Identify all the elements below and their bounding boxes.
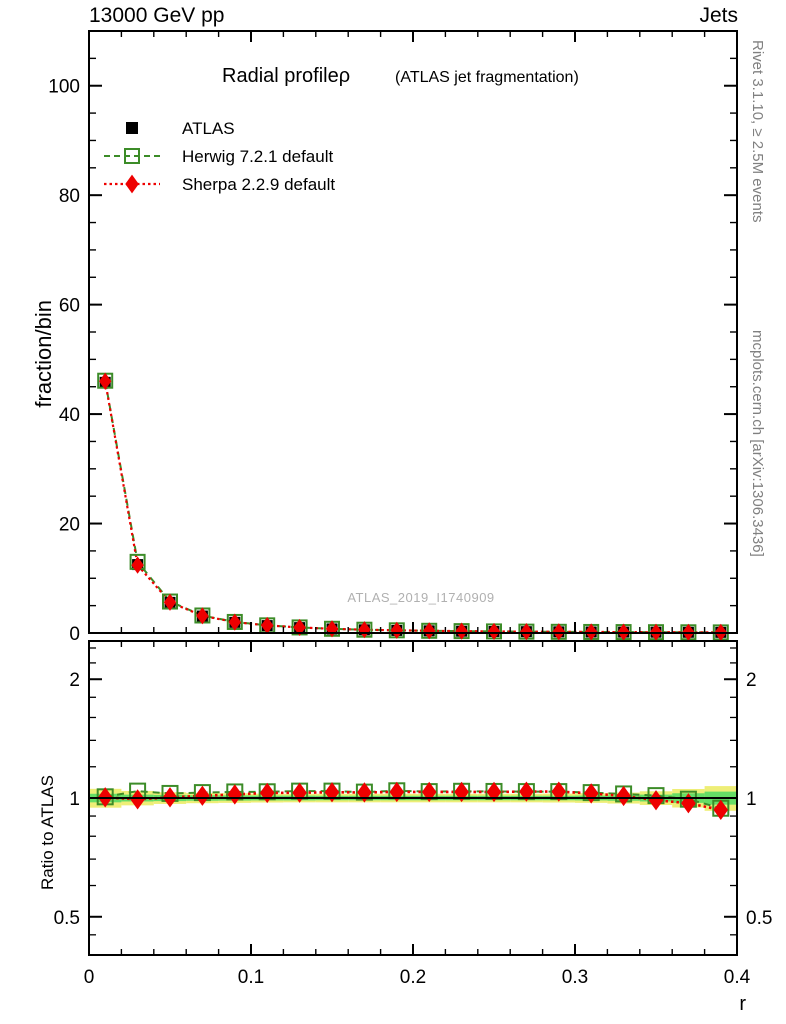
- svg-text:0.3: 0.3: [562, 967, 588, 988]
- plot-title: Radial profileρ: [222, 65, 350, 87]
- svg-text:0.1: 0.1: [238, 967, 264, 988]
- main-panel-markers: [97, 372, 729, 641]
- header-beam-energy: 13000 GeV pp: [89, 4, 225, 27]
- plot-subtitle: (ATLAS jet fragmentation): [395, 69, 579, 86]
- legend-label: Sherpa 2.2.9 default: [182, 175, 335, 194]
- ratio-panel-frame: 0.5 0.5 1 1 2 2: [54, 640, 772, 956]
- x-axis-label: r: [739, 993, 746, 1015]
- svg-text:1: 1: [69, 789, 80, 810]
- legend: ATLAS Herwig 7.2.1 default Sherpa 2.2.9 de…: [104, 119, 335, 194]
- ratio-panel-tick-labels: 0 0.1 0.2 0.3 0.4: [84, 967, 751, 988]
- svg-text:80: 80: [59, 186, 80, 207]
- header-analysis-category: Jets: [699, 4, 738, 27]
- legend-label: Herwig 7.2.1 default: [182, 147, 333, 166]
- svg-text:100: 100: [48, 77, 80, 98]
- svg-text:1: 1: [746, 789, 757, 810]
- svg-text:2: 2: [69, 670, 80, 691]
- analysis-id-watermark: ATLAS_2019_I1740909: [347, 590, 494, 605]
- main-panel-frame: 0 20 40 60 80 100: [48, 30, 738, 645]
- legend-label: ATLAS: [182, 119, 235, 138]
- legend-entry: Sherpa 2.2.9 default: [104, 174, 335, 194]
- legend-entry: Herwig 7.2.1 default: [104, 147, 333, 166]
- svg-text:20: 20: [59, 515, 80, 536]
- svg-text:0.2: 0.2: [400, 967, 426, 988]
- legend-entry: ATLAS: [126, 119, 235, 138]
- svg-text:0.4: 0.4: [724, 967, 751, 988]
- svg-text:40: 40: [59, 405, 80, 426]
- svg-text:2: 2: [746, 670, 757, 691]
- svg-text:60: 60: [59, 296, 80, 317]
- svg-text:0: 0: [84, 967, 95, 988]
- svg-text:0: 0: [69, 624, 80, 645]
- svg-text:0.5: 0.5: [54, 908, 80, 929]
- svg-text:0.5: 0.5: [746, 908, 772, 929]
